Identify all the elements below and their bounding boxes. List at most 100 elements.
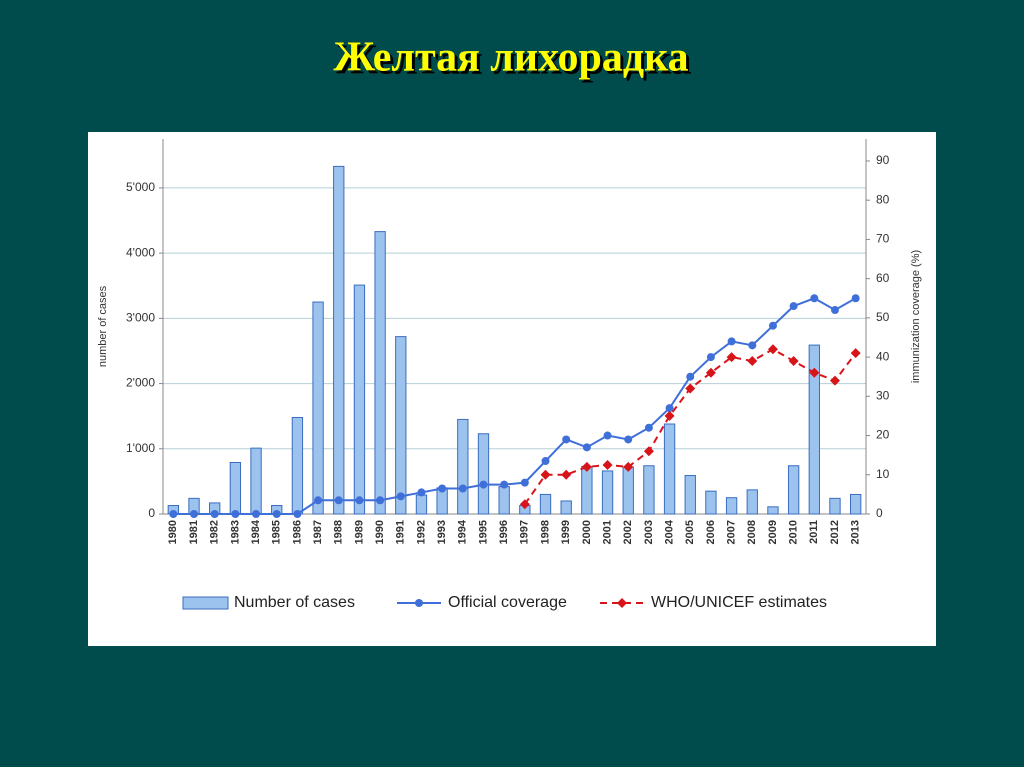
x-tick-label: 1985 bbox=[271, 520, 283, 544]
x-tick-label: 2007 bbox=[726, 520, 738, 544]
bar bbox=[250, 447, 262, 515]
bar bbox=[229, 461, 242, 515]
x-tick-label: 1997 bbox=[519, 520, 531, 544]
data-point bbox=[643, 446, 654, 457]
data-point bbox=[376, 496, 385, 505]
bar bbox=[415, 494, 428, 515]
slide-title: Желтая лихорадка bbox=[333, 35, 688, 81]
data-point bbox=[458, 484, 467, 493]
data-point bbox=[541, 457, 550, 466]
data-point bbox=[417, 488, 426, 497]
data-point bbox=[705, 367, 716, 378]
x-tick-label: 2002 bbox=[622, 520, 634, 544]
x-tick-label: 1982 bbox=[209, 520, 221, 544]
x-tick-label: 1981 bbox=[188, 520, 200, 544]
x-tick-label: 1983 bbox=[229, 520, 241, 544]
data-point bbox=[190, 510, 199, 518]
y2-tick-label: 70 bbox=[876, 232, 890, 246]
x-tick-label: 2001 bbox=[601, 520, 613, 544]
data-point bbox=[210, 510, 219, 518]
bar bbox=[560, 500, 572, 515]
data-point bbox=[169, 510, 178, 518]
bar bbox=[333, 165, 345, 515]
data-point bbox=[851, 294, 860, 303]
data-point bbox=[644, 423, 653, 432]
y-tick-label: 0 bbox=[148, 506, 155, 520]
data-point bbox=[623, 461, 634, 472]
data-point bbox=[685, 383, 696, 394]
y2-tick-label: 50 bbox=[876, 310, 890, 324]
data-point bbox=[334, 496, 343, 505]
y-tick-label: 1'000 bbox=[126, 441, 155, 455]
data-point bbox=[396, 492, 405, 501]
x-tick-label: 1996 bbox=[498, 520, 510, 544]
data-point bbox=[767, 344, 778, 355]
data-point bbox=[355, 496, 364, 505]
x-tick-label: 2003 bbox=[643, 520, 655, 544]
title-shadow: Желтая лихорадка bbox=[336, 38, 691, 84]
y-axis-label: number of cases bbox=[97, 285, 109, 367]
bar bbox=[581, 465, 593, 515]
legend-swatch bbox=[182, 596, 229, 610]
data-point bbox=[293, 510, 302, 518]
legend-label: Official coverage bbox=[448, 594, 567, 611]
y2-tick-label: 0 bbox=[876, 506, 883, 520]
x-tick-label: 2013 bbox=[850, 520, 862, 544]
y2-tick-label: 40 bbox=[876, 349, 890, 363]
x-tick-label: 2009 bbox=[767, 520, 779, 544]
bar bbox=[684, 475, 696, 515]
data-point bbox=[231, 510, 240, 518]
x-tick-label: 2004 bbox=[663, 519, 675, 544]
y-tick-label: 4'000 bbox=[126, 245, 155, 259]
data-point bbox=[581, 461, 592, 472]
y-tick-label: 3'000 bbox=[126, 311, 155, 325]
data-point bbox=[788, 356, 799, 367]
bar bbox=[353, 284, 366, 515]
y2-tick-label: 90 bbox=[876, 153, 890, 167]
bar bbox=[767, 506, 779, 515]
data-point bbox=[810, 294, 819, 303]
line bbox=[173, 297, 857, 515]
x-tick-label: 2006 bbox=[705, 520, 717, 544]
data-point bbox=[520, 478, 529, 487]
data-point bbox=[850, 348, 861, 359]
bar bbox=[829, 497, 841, 515]
bar bbox=[601, 470, 614, 515]
data-point bbox=[602, 459, 613, 470]
x-tick-label: 1994 bbox=[457, 519, 469, 544]
data-point bbox=[500, 480, 509, 489]
legend-marker bbox=[415, 599, 423, 607]
bar bbox=[622, 466, 634, 515]
data-point bbox=[789, 302, 798, 311]
data-point bbox=[314, 496, 323, 505]
y2-axis-label: immunization coverage (%) bbox=[910, 250, 922, 383]
data-point bbox=[603, 431, 612, 440]
x-tick-label: 1988 bbox=[333, 520, 345, 544]
x-tick-label: 1989 bbox=[353, 520, 365, 544]
x-tick-label: 1980 bbox=[167, 520, 179, 544]
y2-tick-label: 60 bbox=[876, 271, 890, 285]
bar bbox=[312, 301, 324, 515]
data-point bbox=[540, 469, 551, 480]
x-tick-label: 2000 bbox=[581, 520, 593, 544]
bar bbox=[374, 231, 386, 515]
bar bbox=[291, 416, 304, 515]
data-point bbox=[582, 443, 591, 452]
x-tick-label: 1991 bbox=[395, 520, 407, 544]
bar bbox=[746, 489, 758, 515]
data-point bbox=[726, 352, 737, 363]
data-point bbox=[272, 510, 281, 518]
y2-tick-label: 30 bbox=[876, 388, 890, 402]
data-point bbox=[768, 321, 777, 330]
data-point bbox=[686, 372, 695, 381]
y2-tick-label: 20 bbox=[876, 428, 890, 442]
data-point bbox=[624, 435, 633, 444]
x-tick-label: 2011 bbox=[808, 520, 820, 544]
legend-label: Number of cases bbox=[234, 594, 355, 611]
bar bbox=[849, 493, 862, 515]
bar bbox=[395, 336, 407, 515]
bar bbox=[498, 486, 510, 515]
data-point bbox=[748, 341, 757, 350]
